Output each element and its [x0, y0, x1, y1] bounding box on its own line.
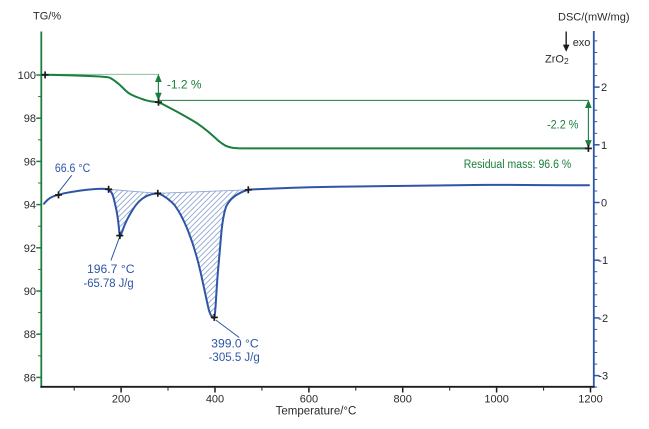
svg-text:800: 800: [394, 394, 412, 406]
svg-text:400: 400: [206, 394, 224, 406]
svg-text:1200: 1200: [578, 394, 602, 406]
svg-text:-2: -2: [598, 313, 608, 325]
svg-text:0: 0: [601, 198, 607, 210]
svg-text:88: 88: [24, 329, 36, 341]
svg-text:-3: -3: [598, 371, 608, 383]
svg-text:96: 96: [24, 156, 36, 168]
svg-text:399.0 °C: 399.0 °C: [211, 338, 259, 350]
svg-text:600: 600: [300, 394, 318, 406]
svg-text:100: 100: [18, 70, 36, 82]
svg-text:90: 90: [24, 286, 36, 298]
svg-text:1: 1: [601, 140, 607, 152]
svg-text:exo: exo: [573, 37, 591, 49]
svg-text:2: 2: [601, 82, 607, 94]
svg-text:-65.78 J/g: -65.78 J/g: [84, 278, 134, 290]
svg-text:-1: -1: [598, 255, 608, 267]
svg-text:ZrO2: ZrO2: [545, 53, 569, 66]
svg-text:-2.2 %: -2.2 %: [547, 120, 579, 132]
svg-text:94: 94: [24, 200, 36, 212]
svg-text:200: 200: [112, 394, 130, 406]
svg-text:196.7 °C: 196.7 °C: [87, 264, 135, 276]
svg-text:66.6 °C: 66.6 °C: [55, 163, 90, 175]
svg-text:Residual mass: 96.6 %: Residual mass: 96.6 %: [464, 159, 572, 171]
svg-text:98: 98: [24, 113, 36, 125]
svg-text:DSC/(mW/mg): DSC/(mW/mg): [558, 11, 630, 23]
svg-text:92: 92: [24, 243, 36, 255]
svg-text:Temperature/°C: Temperature/°C: [276, 405, 357, 417]
svg-text:-1.2 %: -1.2 %: [167, 79, 202, 91]
svg-text:-305.5 J/g: -305.5 J/g: [209, 352, 260, 364]
svg-text:TG/%: TG/%: [33, 11, 61, 23]
svg-text:86: 86: [24, 372, 36, 384]
svg-text:1000: 1000: [484, 394, 508, 406]
